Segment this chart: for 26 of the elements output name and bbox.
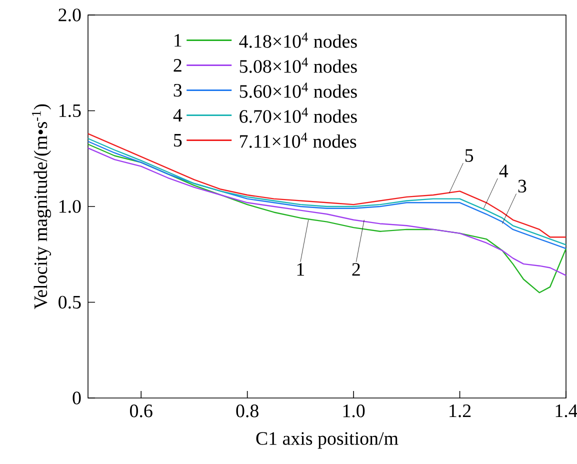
text: 3 [174,84,182,97]
text: 4 [173,109,182,122]
x-tick-label: 0.6 [130,404,152,418]
y-tick-label: 2.0 [58,8,81,22]
text: 5 [174,134,182,147]
legend-label: 4.18×10$^{4}$ nodes [239,32,357,48]
x-tick-label: 1.0 [343,404,365,418]
annotation: 4 [499,164,508,178]
y-tick-label: 0.5 [58,296,81,309]
x-tick-label: 1.2 [450,404,471,418]
annotation: 5 [465,149,474,162]
legend-label: 7.11×10$^{4}$ nodes [240,132,356,148]
text: 2 [174,59,182,72]
x-tick-label: 0.8 [236,404,258,418]
legend-label: 5.08×10$^{4}$ nodes [240,58,357,73]
y-tick-label: 1.5 [59,104,81,118]
legend-label: 6.70×10$^{4}$ nodes [240,108,357,123]
text: 1 [174,34,182,47]
annotation: 1 [297,263,304,276]
annotation: 3 [518,180,526,193]
y-tick-label: 0 [72,392,81,404]
x-axis-title: C1 axis position/m [256,432,398,449]
y-axis-title: Velocity magnitude/(m•s$^{-1}$) [32,104,52,310]
annotation: 2 [352,263,360,276]
legend-label: 5.60×10$^{4}$ nodes [240,82,357,98]
y-tick-label: 1.0 [59,200,81,213]
